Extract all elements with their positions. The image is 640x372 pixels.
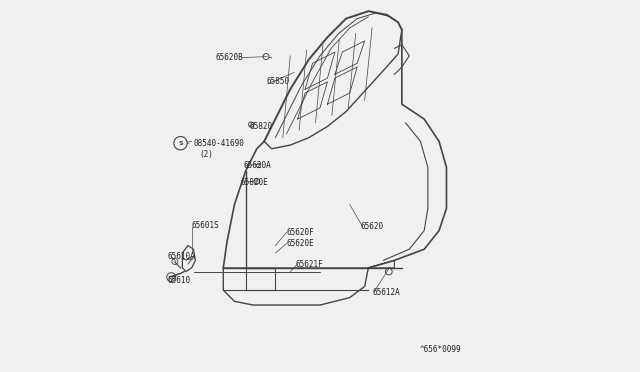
Text: 65850: 65850 — [266, 77, 289, 86]
Text: 65820E: 65820E — [240, 178, 268, 187]
Text: 65620F: 65620F — [287, 228, 314, 237]
Text: 65612A: 65612A — [372, 288, 400, 296]
Text: 65601S: 65601S — [191, 221, 220, 230]
Text: ^656*0099: ^656*0099 — [420, 345, 461, 354]
Text: (2): (2) — [199, 150, 213, 159]
Text: 65620: 65620 — [361, 222, 384, 231]
Text: 65610A: 65610A — [168, 252, 195, 261]
Text: 65620B: 65620B — [216, 53, 244, 62]
Text: S: S — [178, 141, 183, 146]
Text: 65620A: 65620A — [244, 161, 271, 170]
Text: 65820: 65820 — [250, 122, 273, 131]
Text: 65610: 65610 — [168, 276, 191, 285]
Text: 65620E: 65620E — [287, 239, 314, 248]
Text: 08540-41690: 08540-41690 — [193, 139, 244, 148]
Text: 65621F: 65621F — [296, 260, 324, 269]
